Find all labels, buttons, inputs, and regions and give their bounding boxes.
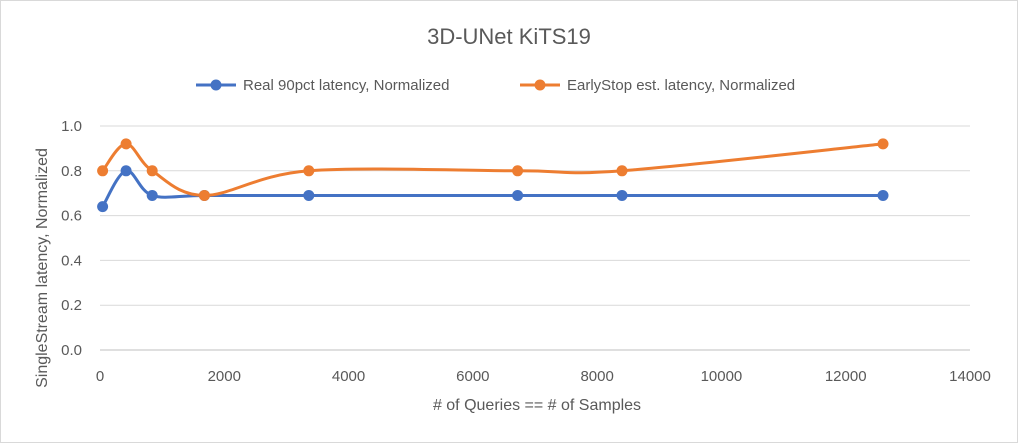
y-axis-title: SingleStream latency, Normalized <box>34 148 51 388</box>
y-tick-label: 0.6 <box>61 208 82 225</box>
x-tick-label: 14000 <box>949 368 991 385</box>
series-line <box>101 169 885 209</box>
y-axis-ticks: 0.0 0.2 0.4 0.6 0.8 1.0 <box>61 118 82 359</box>
legend-label-earlystop: EarlyStop est. latency, Normalized <box>567 77 795 94</box>
legend-marker-real <box>210 79 222 91</box>
y-tick-label: 0.0 <box>61 342 82 359</box>
legend: Real 90pct latency, Normalized EarlyStop… <box>196 77 795 94</box>
chart-title: 3D-UNet KiTS19 <box>427 24 591 49</box>
data-point <box>198 189 210 201</box>
series-line <box>101 142 885 197</box>
data-point <box>120 165 132 177</box>
data-point <box>146 189 158 201</box>
data-point <box>512 165 524 177</box>
data-point <box>877 138 889 150</box>
data-point <box>616 165 628 177</box>
data-point <box>303 165 315 177</box>
x-axis-title: # of Queries == # of Samples <box>433 397 641 414</box>
series-layer <box>97 138 889 213</box>
data-point <box>303 189 315 201</box>
legend-label-real: Real 90pct latency, Normalized <box>243 77 449 94</box>
series-0 <box>97 165 889 213</box>
series-1 <box>97 138 889 201</box>
gridlines <box>100 125 970 351</box>
data-point <box>512 189 524 201</box>
y-tick-label: 1.0 <box>61 118 82 135</box>
x-axis-ticks: 0 2000 4000 6000 8000 10000 12000 14000 <box>96 368 991 385</box>
x-tick-label: 4000 <box>332 368 365 385</box>
data-point <box>120 138 132 150</box>
x-tick-label: 2000 <box>208 368 241 385</box>
data-point <box>97 165 109 177</box>
data-point <box>616 189 628 201</box>
data-point <box>97 201 109 213</box>
data-point <box>877 189 889 201</box>
y-tick-label: 0.8 <box>61 163 82 180</box>
x-tick-label: 6000 <box>456 368 489 385</box>
legend-marker-earlystop <box>534 79 546 91</box>
x-tick-label: 12000 <box>825 368 867 385</box>
y-tick-label: 0.4 <box>61 252 82 269</box>
x-tick-label: 8000 <box>580 368 613 385</box>
x-tick-label: 0 <box>96 368 104 385</box>
y-tick-label: 0.2 <box>61 297 82 314</box>
x-tick-label: 10000 <box>701 368 743 385</box>
data-point <box>146 165 158 177</box>
